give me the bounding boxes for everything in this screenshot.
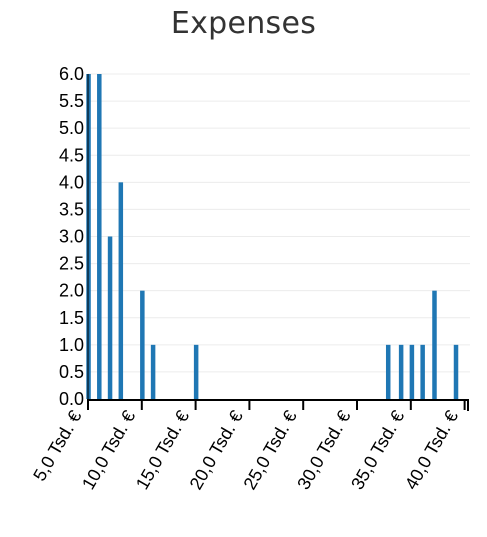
histogram-bar bbox=[409, 344, 415, 399]
y-tick-label: 5.5 bbox=[59, 91, 84, 111]
histogram-bar bbox=[385, 344, 391, 399]
x-tick-label: 15,0 Tsd. € bbox=[132, 407, 193, 493]
histogram-bar bbox=[118, 182, 124, 399]
y-tick-label: 1.5 bbox=[59, 308, 84, 328]
y-tick-label: 3.5 bbox=[59, 199, 84, 219]
x-tick-label: 35,0 Tsd. € bbox=[347, 407, 408, 493]
x-tick-label: 5,0 Tsd. € bbox=[29, 407, 85, 484]
y-tick-label: 5.0 bbox=[59, 118, 84, 138]
y-tick-label: 0.0 bbox=[59, 389, 84, 409]
y-tick-label: 4.0 bbox=[59, 172, 84, 192]
x-tick-label: 10,0 Tsd. € bbox=[78, 407, 139, 493]
axes bbox=[87, 74, 469, 411]
y-tick-labels: 0.0 0.5 1.0 1.5 2.0 2.5 3.0 3.5 4.0 4.5 5.0 5.5 6.0 bbox=[59, 64, 84, 409]
x-tick-labels: 5,0 Tsd. €10,0 Tsd. €15,0 Tsd. €20,0 Tsd… bbox=[29, 407, 462, 493]
x-tick-label: 40,0 Tsd. € bbox=[401, 407, 462, 493]
histogram-bar bbox=[453, 344, 459, 399]
chart-title: Expenses bbox=[170, 6, 317, 41]
gridlines bbox=[88, 73, 470, 373]
bars bbox=[86, 74, 459, 399]
x-tick-label: 30,0 Tsd. € bbox=[293, 407, 354, 493]
x-tick-label: 25,0 Tsd. € bbox=[239, 407, 300, 493]
y-tick-label: 4.5 bbox=[59, 145, 84, 165]
histogram-bar bbox=[140, 290, 145, 399]
histogram-bar bbox=[420, 344, 425, 399]
y-tick-label: 2.5 bbox=[59, 254, 84, 274]
histogram-bar bbox=[193, 344, 199, 399]
histogram-bar bbox=[86, 74, 91, 399]
histogram-bar bbox=[398, 344, 404, 399]
histogram-bar bbox=[432, 290, 437, 399]
y-tick-label: 3.0 bbox=[59, 227, 84, 247]
y-tick-label: 0.5 bbox=[59, 362, 84, 382]
histogram-bar bbox=[97, 74, 102, 399]
y-tick-label: 6.0 bbox=[59, 64, 84, 84]
y-tick-label: 1.0 bbox=[59, 335, 84, 355]
histogram-bar bbox=[150, 344, 156, 399]
y-tick-label: 2.0 bbox=[59, 281, 84, 301]
x-tick-label: 20,0 Tsd. € bbox=[186, 407, 247, 493]
histogram-bar bbox=[107, 236, 113, 399]
